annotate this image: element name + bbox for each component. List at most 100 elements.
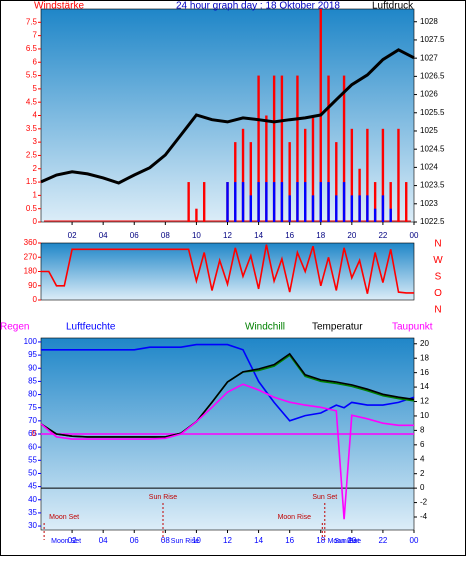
event-label: Sun Rise (149, 494, 178, 501)
x-tick-label: 04 (99, 231, 108, 240)
wind-bar (272, 182, 276, 222)
y2-axis-label: Luftdruck (372, 1, 414, 12)
y-tick-label: 270 (24, 252, 38, 261)
x-tick-label: 08 (161, 231, 170, 240)
y-tick-label: 2 (33, 164, 38, 173)
x-tick-label: 10 (192, 231, 201, 240)
y-tick-label: 1.5 (26, 177, 38, 186)
x-tick-label: 06 (130, 536, 139, 545)
x-tick-label: 12 (223, 536, 232, 545)
y2-tick-label: 1022.5 (420, 217, 445, 226)
y-tick-label: 360 (24, 238, 38, 247)
wind-bar (257, 182, 260, 222)
y2-tick-label: -4 (420, 512, 428, 521)
y2-tick-label: 12 (420, 397, 429, 406)
y2-tick-label: 6 (420, 440, 425, 449)
y-tick-label: 6 (33, 57, 38, 66)
y2-tick-label: N (434, 305, 441, 316)
legend-label: Luftfeuchte (66, 322, 116, 333)
legend-label: Taupunkt (392, 322, 433, 333)
event-axis-label: Moon Rise (328, 538, 362, 545)
event-axis-label: Moon Set (51, 538, 81, 545)
series-line (41, 343, 415, 422)
x-tick-label: 10 (192, 536, 201, 545)
y-tick-label: 5.5 (26, 71, 38, 80)
y2-tick-label: 1025 (420, 126, 438, 135)
y2-tick-label: 18 (420, 353, 429, 362)
y2-tick-label: 0 (420, 483, 425, 492)
wind-bar (381, 128, 385, 222)
x-tick-label: 16 (285, 231, 294, 240)
wind-bar (249, 142, 253, 222)
wind-bar (304, 182, 307, 222)
wind-bar (327, 75, 330, 222)
wind-bar (373, 208, 377, 222)
title: 24 hour graph day : 18 Oktober 2018 (176, 1, 340, 12)
y-tick-label: 50 (28, 469, 37, 478)
legend-label: Temperatur (312, 322, 363, 333)
wind-bar (335, 142, 338, 222)
y2-tick-label: 1023 (420, 199, 438, 208)
x-tick-label: 08 (161, 536, 170, 545)
x-tick-label: 20 (347, 536, 356, 545)
wind-bar (389, 208, 392, 222)
wind-bar (319, 182, 322, 222)
x-tick-label: 02 (68, 231, 77, 240)
y-tick-label: 7.5 (26, 17, 38, 26)
wind-bar (288, 195, 291, 222)
y2-tick-label: 1023.5 (420, 181, 445, 190)
y-tick-label: 75 (28, 403, 37, 412)
y-tick-label: 100 (24, 337, 38, 346)
x-tick-label: 04 (99, 536, 108, 545)
y-tick-label: 85 (28, 377, 37, 386)
event-axis-label: Sun Set (334, 538, 359, 545)
x-tick-label: 14 (254, 536, 263, 545)
wind-bar (202, 182, 206, 222)
x-tick-label: 20 (347, 231, 356, 240)
wind-bar (389, 182, 392, 222)
y2-tick-label: W (433, 255, 443, 266)
wind-bar (265, 182, 268, 222)
y-tick-label: 35 (28, 508, 37, 517)
y-tick-label: 3.5 (26, 124, 38, 133)
y2-tick-label: 8 (420, 426, 425, 435)
x-tick-label: 02 (68, 536, 77, 545)
y-tick-label: 4 (33, 111, 38, 120)
y2-tick-label: 1024 (420, 162, 438, 171)
wind-bar (335, 195, 338, 222)
x-tick-label: 06 (130, 231, 139, 240)
y2-tick-label: O (434, 288, 442, 299)
wind-bar (249, 195, 253, 222)
legend-label: Regen (0, 322, 29, 333)
y-tick-label: 0 (33, 217, 38, 226)
wind-bar (288, 142, 291, 222)
y-tick-label: 55 (28, 455, 37, 464)
wind-bar (311, 115, 315, 222)
y-tick-label: 5 (33, 84, 38, 93)
wind-bar (405, 182, 408, 222)
series-line (41, 244, 414, 294)
event-label: Moon Set (49, 514, 79, 521)
y-tick-label: 40 (28, 495, 37, 504)
y-tick-label: 45 (28, 482, 37, 491)
event-axis-label: Sun Rise (171, 538, 200, 545)
y-tick-label: 2.5 (26, 151, 38, 160)
y-tick-label: 90 (28, 281, 37, 290)
y-tick-label: 30 (28, 521, 37, 530)
y-tick-label: 7 (33, 31, 38, 40)
y-tick-label: 180 (24, 267, 38, 276)
y-tick-label: 4.5 (26, 97, 38, 106)
series-line (40, 48, 415, 185)
y-tick-label: 80 (28, 390, 37, 399)
y-tick-label: 0 (33, 295, 38, 304)
wind-bar (366, 128, 369, 222)
y2-tick-label: 2 (420, 469, 425, 478)
y-tick-label: 1 (33, 190, 38, 199)
y-tick-label: 65 (28, 429, 37, 438)
y-tick-label: 3 (33, 137, 38, 146)
wind-bar (241, 128, 245, 222)
wind-bar (265, 115, 268, 222)
x-tick-label: 12 (223, 231, 232, 240)
x-tick-label: 16 (285, 536, 294, 545)
